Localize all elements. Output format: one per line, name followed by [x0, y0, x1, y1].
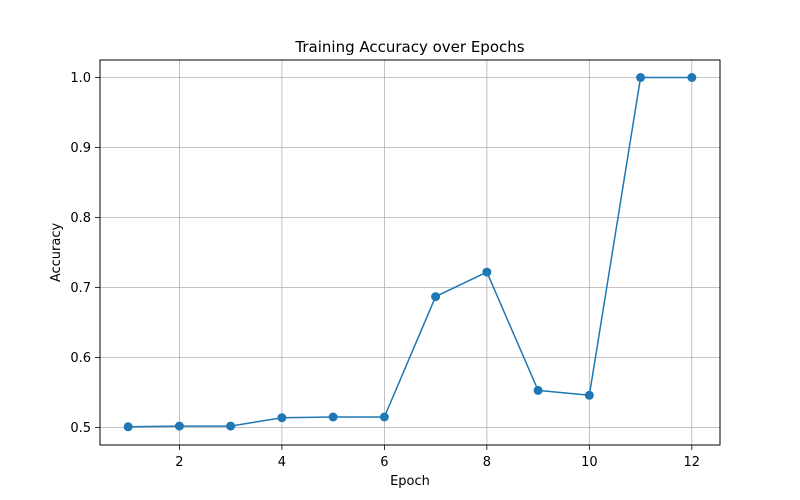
data-point [328, 412, 338, 422]
y-tick-label: 0.5 [70, 421, 91, 436]
axes-frame [99, 59, 721, 446]
data-point [584, 390, 594, 400]
x-axis-label: Epoch [390, 474, 430, 489]
data-point [687, 73, 697, 82]
series-line [128, 76, 692, 428]
grid-layer [100, 60, 720, 445]
data-point [277, 413, 287, 423]
data-point [482, 267, 492, 277]
tick-layer: 2 4 6 8 10 12 0.5 0.6 0.7 0.8 0.9 1.0 [70, 71, 700, 470]
y-tick-label: 1.0 [70, 71, 91, 86]
data-point [431, 292, 441, 302]
y-tick-label: 0.7 [70, 281, 91, 296]
data-point [226, 421, 236, 431]
chart-title: Training Accuracy over Epochs [294, 38, 524, 56]
data-point [174, 421, 184, 431]
data-point [636, 73, 646, 82]
y-tick-label: 0.6 [70, 351, 91, 366]
data-point [123, 422, 133, 432]
x-tick-label: 10 [581, 455, 598, 470]
x-tick-label: 6 [380, 455, 388, 470]
series-layer [123, 73, 697, 432]
x-tick-label: 8 [483, 455, 491, 470]
y-axis-label: Accuracy [49, 223, 64, 283]
y-tick-label: 0.8 [70, 211, 91, 226]
data-point [533, 385, 543, 395]
x-tick-label: 12 [684, 455, 701, 470]
x-tick-label: 4 [278, 455, 286, 470]
y-tick-label: 0.9 [70, 141, 91, 156]
data-point [379, 412, 389, 422]
x-tick-label: 2 [175, 455, 183, 470]
